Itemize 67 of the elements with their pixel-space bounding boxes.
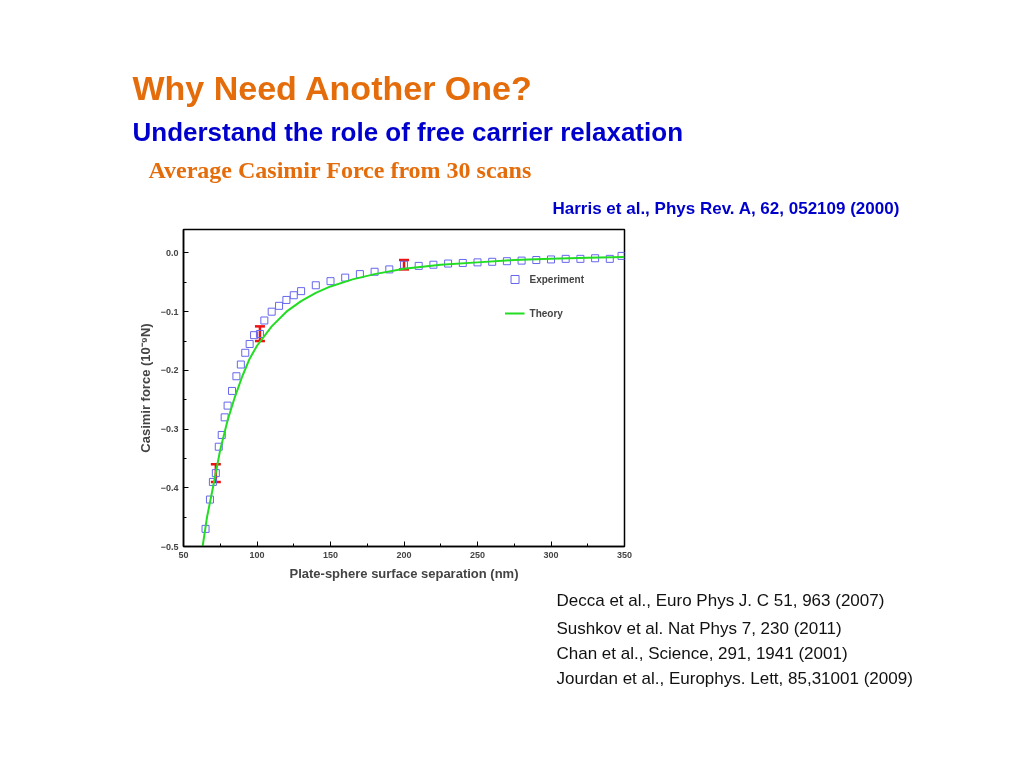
point xyxy=(289,291,298,300)
y-tick-label: −0.1 xyxy=(160,306,179,317)
point xyxy=(260,316,269,325)
point xyxy=(547,255,555,264)
point xyxy=(617,251,625,260)
point xyxy=(311,281,320,290)
text: Sushkov et al. Nat Phys 7, 230 (2011) xyxy=(556,618,842,638)
y-tick-label: −0.2 xyxy=(160,365,179,376)
y-axis-title: Casimir force (10⁻⁹N) xyxy=(137,323,153,453)
point xyxy=(220,413,229,422)
point xyxy=(326,277,335,286)
point xyxy=(282,295,291,304)
point xyxy=(236,360,245,369)
text: Harris et al., Phys Rev. A, 62, 052109 (2000) xyxy=(552,198,900,218)
point xyxy=(385,265,394,274)
point xyxy=(205,495,214,504)
point xyxy=(605,254,614,263)
text: Jourdan et al., Europhys. Lett, 85,31001 (2009) xyxy=(556,668,913,688)
chart-subtitle: Understand the role of free carrier relaxation xyxy=(132,116,684,147)
y-tick-label: −0.5 xyxy=(160,541,179,552)
point xyxy=(208,477,217,486)
legend-label: Experiment xyxy=(529,273,584,285)
x-axis-title: Plate-sphere surface separation (nm) xyxy=(289,565,519,581)
point xyxy=(245,339,254,348)
y-tick-label: −0.4 xyxy=(160,482,179,493)
point xyxy=(502,257,511,266)
point xyxy=(255,329,264,338)
text: Average Casimir Force from 30 scans xyxy=(148,156,532,183)
point xyxy=(250,331,259,340)
point xyxy=(355,270,364,279)
point xyxy=(591,254,600,263)
point xyxy=(217,430,226,439)
x-tick-label: 150 xyxy=(322,549,339,560)
x-tick-label: 300 xyxy=(543,549,559,560)
point xyxy=(414,261,423,270)
point xyxy=(561,254,570,263)
point xyxy=(201,524,210,533)
point xyxy=(444,259,453,268)
point xyxy=(232,372,241,381)
point xyxy=(223,401,232,410)
x-tick-label: 350 xyxy=(616,549,633,560)
point xyxy=(576,254,585,263)
x-tick-label: 250 xyxy=(469,549,486,560)
point xyxy=(228,386,237,395)
x-tick-label: 50 xyxy=(178,549,189,560)
point xyxy=(341,273,350,282)
point xyxy=(241,348,250,357)
y-tick-label: −0.3 xyxy=(160,424,179,435)
point xyxy=(429,260,438,269)
x-tick-label: 200 xyxy=(396,549,412,560)
point xyxy=(211,469,220,478)
y-tick-label: 0.0 xyxy=(165,247,179,258)
point xyxy=(267,307,276,316)
point xyxy=(517,256,526,265)
point xyxy=(488,257,497,266)
text: Chan et al., Science, 291, 1941 (2001) xyxy=(556,643,848,663)
point xyxy=(275,301,284,310)
chart-title: Why Need Another One? xyxy=(132,68,532,107)
point xyxy=(370,267,379,276)
point xyxy=(458,258,467,267)
point xyxy=(473,258,482,267)
x-tick-label: 100 xyxy=(249,549,265,560)
legend-label: Theory xyxy=(529,307,563,319)
point xyxy=(297,287,306,296)
point xyxy=(532,256,541,265)
point xyxy=(214,442,223,451)
text: Decca et al., Euro Phys J. C 51, 963 (2007) xyxy=(556,590,885,610)
